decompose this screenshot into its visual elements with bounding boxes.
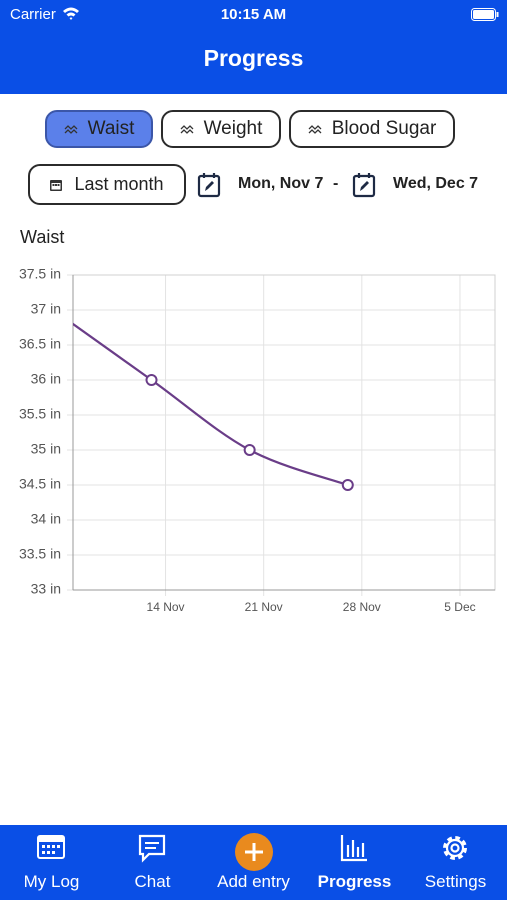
x-tick-label: 28 Nov [343, 600, 381, 614]
start-date: Mon, Nov 7 [238, 175, 324, 192]
nav-icon [138, 834, 166, 863]
y-tick-label: 34 in [31, 511, 61, 527]
nav-label: Chat [134, 872, 171, 891]
top-bar: Carrier 10:15 AM Progress [0, 0, 507, 94]
nav-label: Progress [317, 872, 392, 891]
date-separator: - [333, 175, 339, 192]
tab-label: Weight [203, 118, 263, 139]
chart: 33 in 33.5 in 34 in 34.5 in 35 in 35.5 in 36 i… [19, 266, 496, 614]
nav-item[interactable]: Progress [304, 825, 405, 900]
calendar-icon [50, 179, 63, 191]
nav-icon [37, 835, 65, 859]
x-tick-label: 14 Nov [147, 600, 185, 614]
data-line [73, 322, 349, 487]
y-tick-label: 33 in [31, 581, 61, 597]
screen-title: Progress [203, 45, 304, 71]
tab-icon [64, 125, 78, 134]
edit-date-icon[interactable] [352, 172, 376, 198]
y-tick-label: 34.5 in [19, 476, 61, 492]
y-tick-label: 37 in [31, 301, 61, 317]
nav-icon [340, 835, 367, 862]
tab-label: Waist [87, 118, 135, 139]
y-tick-label: 37.5 in [19, 266, 61, 282]
preset-label: Last month [74, 174, 164, 194]
preset-button[interactable]: Last month [28, 164, 186, 205]
plot-area [73, 322, 354, 491]
chart-title: Waist [20, 227, 65, 247]
x-tick-label: 21 Nov [245, 600, 283, 614]
nav-icon [443, 836, 467, 860]
nav-item[interactable]: Chat [102, 825, 203, 900]
tab-label: Blood Sugar [331, 118, 437, 139]
data-point [341, 479, 354, 491]
x-tick-label: 5 Dec [444, 600, 475, 614]
nav-label: My Log [23, 872, 80, 891]
data-point [243, 444, 256, 456]
nav-icon [235, 833, 273, 871]
y-tick-label: 33.5 in [19, 546, 61, 562]
plot-frame [72, 274, 496, 591]
wifi-icon [63, 7, 79, 20]
end-date: Wed, Dec 7 [393, 175, 479, 192]
nav-item[interactable]: Settings [405, 825, 506, 900]
nav-item[interactable]: My Log [1, 825, 102, 900]
y-tick-label: 36 in [31, 371, 61, 387]
tab[interactable]: Blood Sugar [289, 110, 455, 148]
nav-item[interactable]: Add entry [203, 825, 304, 900]
nav-label: Add entry [217, 872, 290, 891]
y-tick-label: 36.5 in [19, 336, 61, 352]
tab[interactable]: Waist [45, 110, 153, 148]
battery-icon [471, 8, 499, 21]
tab-icon [308, 125, 322, 134]
clock: 10:15 AM [220, 6, 287, 23]
edit-date-icon[interactable] [197, 172, 221, 198]
data-point [145, 374, 158, 386]
y-tick-label: 35 in [31, 441, 61, 457]
nav-label: Settings [424, 872, 487, 891]
tab[interactable]: Weight [161, 110, 281, 148]
tab-bar: My Log Chat Add entry Progress Settings [0, 825, 507, 900]
carrier: Carrier [10, 6, 56, 23]
y-tick-label: 35.5 in [19, 406, 61, 422]
tab-icon [180, 125, 194, 134]
